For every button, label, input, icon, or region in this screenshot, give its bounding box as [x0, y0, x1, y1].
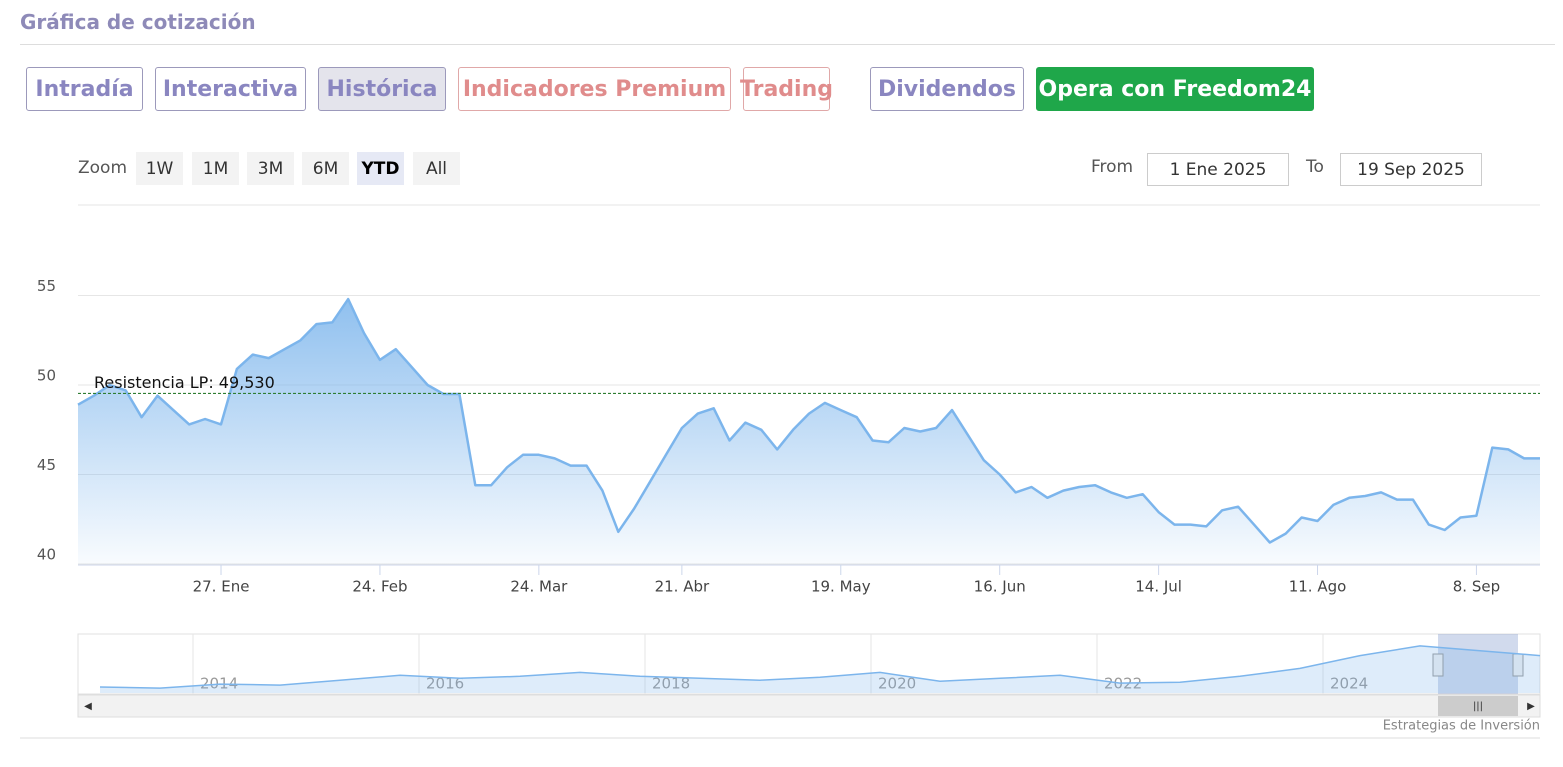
to-label: To — [1306, 157, 1324, 177]
navigator-line — [99, 645, 1541, 689]
resistance-label: Resistencia LP: 49,530 — [94, 373, 275, 392]
x-tick-label: 24. Mar — [510, 578, 568, 596]
section-title: Gráfica de cotización — [20, 10, 256, 34]
zoom-label: Zoom — [78, 158, 128, 178]
y-tick-label: 55 — [37, 277, 56, 295]
thumb-grip: ||| — [1473, 701, 1483, 712]
x-tick-label: 21. Abr — [655, 578, 710, 596]
scrollbar[interactable] — [77, 694, 1541, 718]
from-label: From — [1091, 157, 1134, 177]
area — [78, 299, 1540, 564]
navigator-area — [100, 645, 1540, 693]
navigator-selection[interactable] — [1438, 634, 1518, 694]
x-tick-label: 19. May — [811, 578, 871, 596]
tab[interactable]: Interactiva — [155, 67, 306, 111]
zoom-button[interactable]: 6M — [302, 152, 349, 185]
tab[interactable]: Histórica — [318, 67, 446, 111]
navigator-frame — [77, 633, 1541, 695]
scroll-left[interactable]: ◀ — [84, 701, 92, 712]
zoom-button[interactable]: 1M — [192, 152, 239, 185]
scroll-right[interactable]: ▶ — [1527, 701, 1535, 712]
tab[interactable]: Dividendos — [870, 67, 1024, 111]
x-tick-label: 16. Jun — [974, 578, 1026, 596]
navigator-year: 2024 — [1330, 675, 1368, 693]
to-input[interactable]: 19 Sep 2025 — [1340, 153, 1482, 186]
y-tick-label: 50 — [37, 367, 56, 385]
x-tick-label: 11. Ago — [1289, 578, 1347, 596]
zoom-button[interactable]: 1W — [136, 152, 183, 185]
from-input[interactable]: 1 Ene 2025 — [1147, 153, 1289, 186]
navigator-year: 2018 — [652, 675, 690, 693]
scrollbar-thumb[interactable] — [1438, 696, 1518, 716]
x-tick-label: 24. Feb — [352, 578, 407, 596]
zoom-button[interactable]: 3M — [247, 152, 294, 185]
y-tick-label: 45 — [37, 456, 56, 474]
y-tick-label: 40 — [37, 546, 56, 564]
navigator-year: 2020 — [878, 675, 916, 693]
tab[interactable]: Intradía — [26, 67, 143, 111]
x-tick-label: 27. Ene — [193, 578, 250, 596]
divider — [20, 44, 1555, 45]
credits: Estrategias de Inversión — [1383, 719, 1540, 734]
tab[interactable]: Indicadores Premium — [458, 67, 731, 111]
line — [77, 297, 1540, 544]
tab[interactable]: Trading — [740, 67, 833, 111]
x-tick-label: 14. Jul — [1135, 578, 1182, 596]
navigator-year: 2016 — [426, 675, 464, 693]
zoom-button[interactable]: All — [413, 152, 460, 185]
zoom-button[interactable]: YTD — [357, 152, 404, 185]
x-tick-label: 8. Sep — [1453, 578, 1500, 596]
navigator-handle[interactable] — [1432, 653, 1444, 677]
tab[interactable]: Opera con Freedom24 — [1036, 67, 1314, 111]
